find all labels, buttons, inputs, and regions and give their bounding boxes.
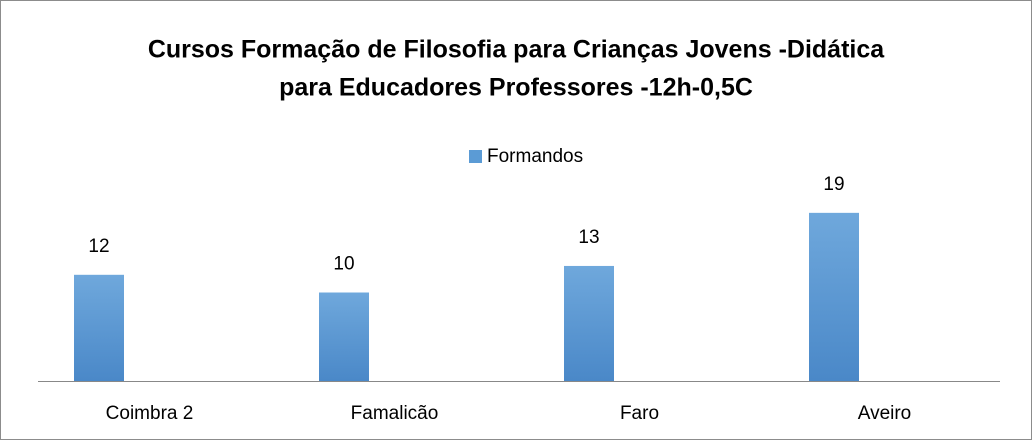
bar	[564, 265, 614, 381]
legend-swatch	[469, 150, 482, 163]
chart-title: Cursos Formação de Filosofia para Crianç…	[148, 36, 885, 64]
data-label: 10	[333, 254, 354, 275]
x-tick-label: Coimbra 2	[106, 403, 194, 424]
data-label: 12	[88, 236, 109, 257]
x-tick-label: Aveiro	[858, 403, 912, 424]
chart-title: para Educadores Professores -12h-0,5C	[279, 74, 753, 102]
bar	[319, 292, 369, 381]
legend-label: Formandos	[487, 146, 583, 167]
x-tick-label: Famalicão	[351, 403, 439, 424]
bar	[74, 274, 124, 381]
bar	[809, 212, 859, 381]
data-label: 13	[578, 227, 599, 248]
x-tick-label: Faro	[620, 403, 659, 424]
data-label: 19	[823, 174, 844, 195]
